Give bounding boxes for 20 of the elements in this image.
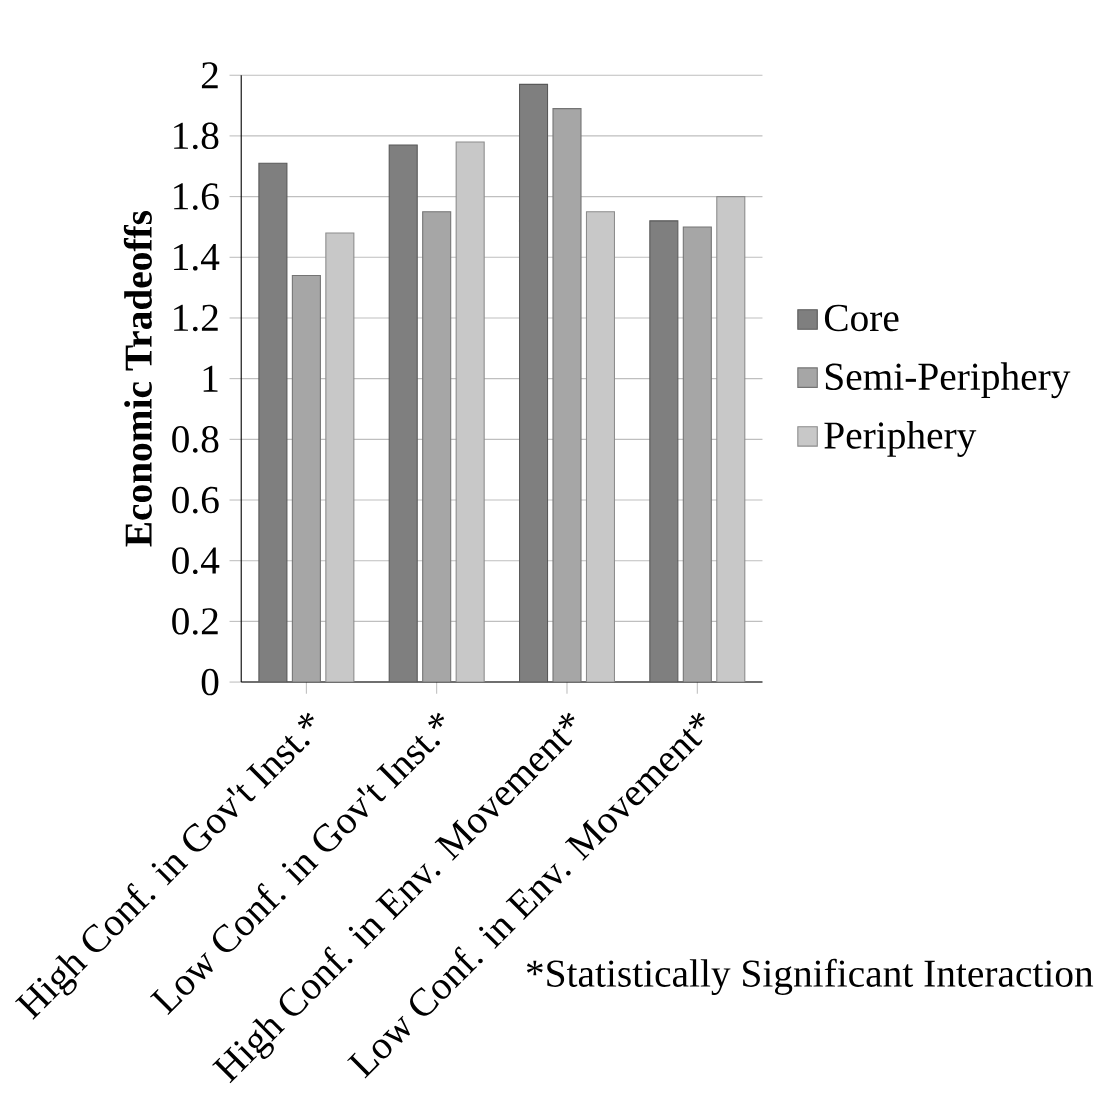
y-tick-label: 0.2 <box>172 607 218 635</box>
y-axis-title: Economic Tradeoffs <box>123 210 152 547</box>
text: *Statistically Significant Interaction <box>526 958 1094 995</box>
y-tick-label: 0.4 <box>172 547 220 574</box>
y-tick-label: 0.6 <box>172 486 219 514</box>
y-tick-label: 1.4 <box>174 243 220 271</box>
y-tick-label: 1.6 <box>174 183 219 210</box>
bar <box>388 144 418 682</box>
y-tick-label: 1.8 <box>174 122 219 150</box>
legend-label: Core <box>824 304 899 332</box>
y-tick-label: 1 <box>203 365 218 392</box>
bar <box>649 220 679 682</box>
bar <box>518 83 549 682</box>
bar <box>258 162 288 682</box>
legend-label: Periphery <box>824 420 977 457</box>
y-tick-label: 2 <box>201 62 218 89</box>
legend-label: Semi-Periphery <box>825 362 1071 399</box>
y-tick-label: 0.8 <box>172 425 219 453</box>
y-tick-label: 1.2 <box>174 304 218 332</box>
y-tick-label: 0 <box>201 668 219 696</box>
